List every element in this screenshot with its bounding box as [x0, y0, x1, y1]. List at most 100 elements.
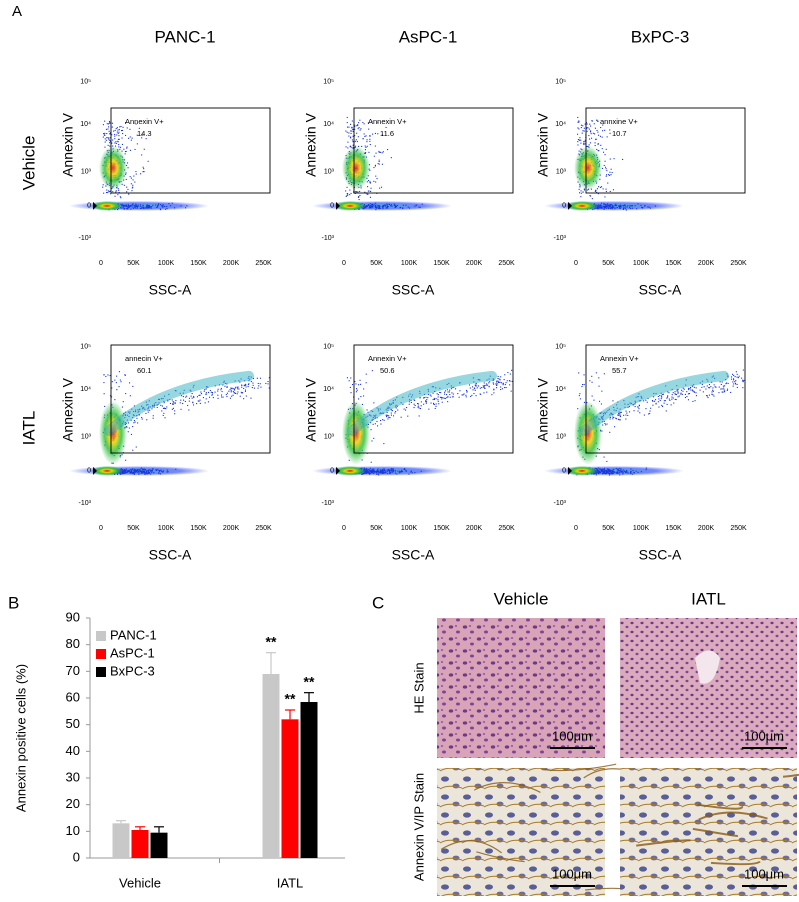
- event-dot: [613, 416, 615, 418]
- event-dot: [667, 396, 669, 398]
- event-dot: [348, 135, 350, 137]
- event-dot: [142, 166, 144, 168]
- event-dot: [653, 396, 655, 398]
- event-dot: [368, 206, 370, 208]
- event-dot: [609, 418, 611, 420]
- event-dot: [346, 377, 348, 379]
- event-dot: [381, 470, 383, 472]
- event-dot: [488, 382, 490, 384]
- event-dot: [138, 469, 140, 471]
- event-dot: [612, 206, 614, 208]
- event-dot: [355, 383, 357, 385]
- event-dot: [347, 126, 349, 128]
- event-dot: [372, 133, 374, 135]
- event-dot: [621, 470, 623, 472]
- event-dot: [596, 191, 598, 193]
- event-dot: [604, 129, 606, 131]
- x-tick-label: Vehicle: [119, 875, 161, 890]
- event-dot: [132, 207, 134, 209]
- event-dot: [400, 206, 402, 208]
- event-dot: [595, 189, 597, 191]
- event-dot: [591, 137, 593, 139]
- event-dot: [140, 468, 142, 470]
- event-dot: [645, 408, 647, 410]
- event-dot: [377, 468, 379, 470]
- event-dot: [138, 472, 140, 474]
- event-dot: [613, 158, 615, 160]
- event-dot: [123, 208, 125, 210]
- event-dot: [578, 128, 580, 130]
- event-dot: [141, 206, 143, 208]
- event-dot: [500, 376, 502, 378]
- event-dot: [578, 188, 580, 190]
- event-dot: [388, 469, 390, 471]
- event-dot: [687, 387, 689, 389]
- event-dot: [117, 188, 119, 190]
- event-dot: [132, 184, 134, 186]
- event-dot: [595, 138, 597, 140]
- event-dot: [619, 413, 621, 415]
- event-dot: [507, 372, 509, 374]
- x-tick-label: 100K: [633, 525, 650, 532]
- event-dot: [124, 471, 126, 473]
- event-dot: [671, 398, 673, 400]
- event-dot: [596, 119, 598, 121]
- event-dot: [117, 141, 119, 143]
- y-tick-label: 10³: [324, 169, 335, 176]
- event-dot: [140, 470, 142, 472]
- event-dot: [163, 402, 165, 404]
- event-dot: [603, 206, 605, 208]
- row-label: Vehicle: [19, 136, 38, 191]
- event-dot: [129, 136, 131, 138]
- event-dot: [204, 389, 206, 391]
- event-dot: [493, 388, 495, 390]
- event-dot: [623, 205, 625, 207]
- event-dot: [214, 391, 216, 393]
- event-dot: [601, 202, 603, 204]
- event-dot: [602, 470, 604, 472]
- event-dot: [135, 446, 137, 448]
- event-dot: [655, 403, 657, 405]
- event-dot: [634, 406, 636, 408]
- event-dot: [736, 383, 738, 385]
- event-dot: [356, 132, 358, 134]
- event-dot: [390, 204, 392, 206]
- event-dot: [120, 125, 122, 127]
- event-dot: [385, 204, 387, 206]
- event-dot: [589, 380, 591, 382]
- event-dot: [577, 408, 579, 410]
- event-dot: [637, 471, 639, 473]
- event-dot: [355, 139, 357, 141]
- event-arrow: [568, 466, 572, 475]
- event-dot: [647, 398, 649, 400]
- event-dot: [144, 207, 146, 209]
- event-dot: [591, 395, 593, 397]
- event-dot: [131, 206, 133, 208]
- event-dot: [600, 205, 602, 207]
- event-dot: [650, 407, 652, 409]
- event-dot: [449, 394, 451, 396]
- event-dot: [126, 472, 128, 474]
- event-dot: [361, 403, 363, 405]
- event-dot: [139, 205, 141, 207]
- event-dot: [687, 399, 689, 401]
- event-dot: [152, 415, 154, 417]
- gate: [110, 344, 271, 454]
- event-dot: [470, 395, 472, 397]
- event-dot: [648, 413, 650, 415]
- event-dot: [139, 204, 141, 206]
- event-dot: [694, 400, 696, 402]
- x-axis-label: SSC-A: [639, 282, 682, 298]
- event-dot: [141, 135, 143, 137]
- event-dot: [404, 469, 406, 471]
- event-dot: [726, 382, 728, 384]
- event-dot: [605, 188, 607, 190]
- x-tick-label: 200K: [698, 525, 715, 532]
- event-dot: [602, 472, 604, 474]
- event-dot: [675, 399, 677, 401]
- event-dot: [609, 470, 611, 472]
- event-dot: [376, 206, 378, 208]
- event-dot: [109, 142, 111, 144]
- gate-label: annxine V+: [600, 117, 638, 126]
- event-dot: [159, 470, 161, 472]
